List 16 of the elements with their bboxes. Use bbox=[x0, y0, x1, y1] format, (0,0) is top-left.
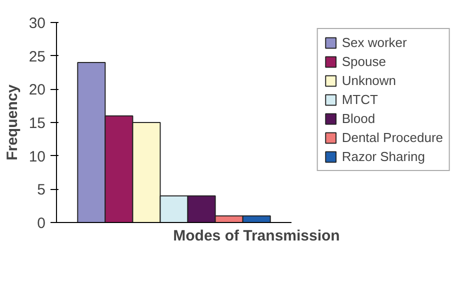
y-tick-label: 30 bbox=[28, 15, 46, 32]
y-tick-label: 25 bbox=[28, 48, 46, 66]
y-axis-title: Frequency bbox=[4, 84, 21, 160]
legend-label: Blood bbox=[342, 111, 376, 126]
x-axis-title: Modes of Transmission bbox=[173, 228, 340, 244]
legend-label: MTCT bbox=[342, 92, 378, 107]
legend-label: Sex worker bbox=[342, 35, 407, 50]
y-tick-label: 5 bbox=[37, 182, 46, 199]
legend-label: Spouse bbox=[342, 54, 386, 69]
y-tick-label: 20 bbox=[28, 82, 46, 99]
y-tick-label: 0 bbox=[37, 215, 46, 232]
legend-label: Dental Procedure bbox=[342, 130, 443, 145]
legend-label: Unknown bbox=[342, 73, 396, 88]
y-tick-label: 15 bbox=[28, 115, 46, 132]
legend-label: Razor Sharing bbox=[342, 149, 425, 164]
y-tick-label: 10 bbox=[28, 148, 46, 166]
